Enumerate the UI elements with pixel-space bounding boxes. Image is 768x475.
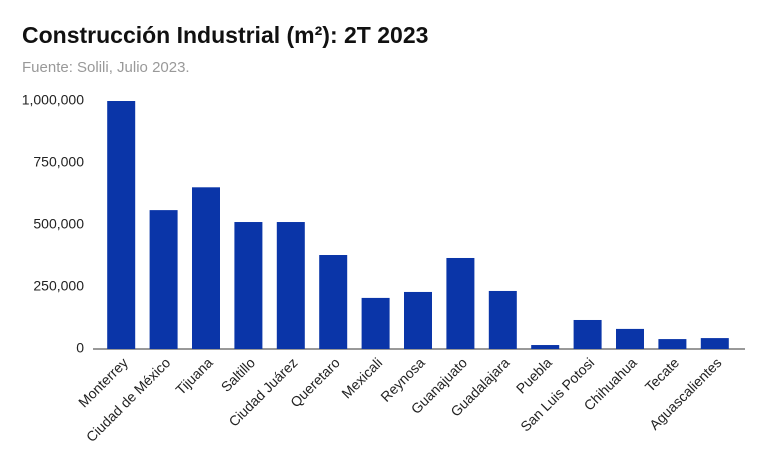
y-tick-label: 0 — [76, 340, 84, 356]
bar — [658, 339, 687, 349]
y-tick-label: 1,000,000 — [22, 92, 84, 108]
x-tick-label: Saltillo — [218, 354, 259, 395]
chart-title: Construcción Industrial (m²): 2T 2023 — [22, 22, 428, 48]
bar — [573, 319, 602, 349]
bar — [616, 328, 644, 349]
y-tick-label: 750,000 — [33, 154, 84, 170]
bar — [192, 187, 220, 349]
x-tick-label: Tecate — [642, 354, 683, 395]
x-tick-label: Puebla — [513, 354, 555, 396]
bar — [234, 222, 263, 349]
y-tick-label: 500,000 — [33, 216, 84, 232]
bar — [446, 257, 475, 349]
bar — [488, 290, 517, 349]
bar — [319, 255, 348, 349]
y-tick-label: 250,000 — [33, 278, 84, 294]
bar — [276, 222, 305, 349]
bar — [149, 210, 178, 349]
bar — [361, 297, 390, 349]
x-tick-label: San Luis Potosi — [517, 354, 597, 434]
bar — [404, 291, 432, 349]
x-tick-label: Tijuana — [172, 354, 216, 398]
bar — [107, 101, 136, 349]
bar — [700, 338, 729, 349]
chart-subtitle: Fuente: Solili, Julio 2023. — [22, 59, 190, 76]
bar — [531, 345, 560, 349]
